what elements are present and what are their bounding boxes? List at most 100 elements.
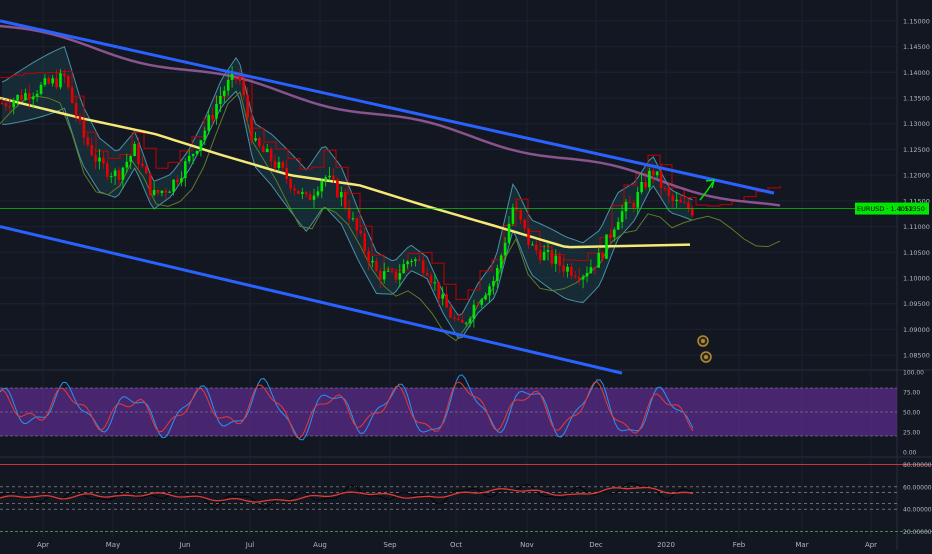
oscillator-tick-label: 40.000000 bbox=[903, 507, 932, 514]
candle-down bbox=[117, 170, 121, 180]
stochastic-tick-label: 50.00 bbox=[903, 410, 920, 417]
candle-up bbox=[301, 192, 304, 194]
candle-up bbox=[109, 176, 113, 178]
candle-up bbox=[410, 261, 413, 263]
candle-down bbox=[164, 190, 168, 193]
price-tick-label: 1.14500 bbox=[903, 43, 930, 51]
bollinger-lower-line bbox=[1, 90, 693, 339]
candle-up bbox=[507, 223, 511, 243]
candle-down bbox=[148, 173, 152, 195]
candle-up bbox=[320, 180, 324, 192]
event-icon[interactable] bbox=[700, 351, 712, 363]
candle-up bbox=[585, 273, 589, 277]
candle-up bbox=[616, 221, 620, 230]
candle-up bbox=[613, 229, 616, 238]
event-icon[interactable] bbox=[697, 335, 709, 347]
time-tick-label: Aug bbox=[313, 541, 327, 549]
candle-down bbox=[659, 171, 663, 189]
candle-up bbox=[402, 264, 405, 274]
candle-down bbox=[687, 202, 690, 209]
oscillator-pane[interactable] bbox=[0, 464, 932, 532]
candle-down bbox=[145, 165, 148, 174]
candle-down bbox=[453, 317, 456, 319]
candle-up bbox=[484, 295, 487, 300]
time-tick-label: Apr bbox=[865, 541, 877, 549]
candle-up bbox=[203, 130, 207, 141]
candle-down bbox=[28, 93, 31, 100]
candle-up bbox=[488, 286, 491, 296]
candle-down bbox=[304, 192, 308, 195]
candle-up bbox=[160, 190, 164, 193]
candle-up bbox=[223, 90, 226, 96]
candle-up bbox=[265, 148, 269, 153]
candle-down bbox=[671, 195, 675, 202]
candle-up bbox=[133, 143, 136, 157]
candle-down bbox=[102, 157, 105, 164]
current-price-tag: EURUSD · 1.4052 1.11350 bbox=[855, 202, 929, 215]
oscillator-tick-label: 60.000000 bbox=[903, 484, 932, 491]
ichimoku-green-line bbox=[0, 91, 781, 342]
candle-up bbox=[624, 201, 628, 212]
candle-up bbox=[648, 170, 651, 188]
candle-down bbox=[535, 244, 538, 251]
candle-up bbox=[324, 177, 327, 181]
candle-down bbox=[273, 161, 277, 168]
candle-down bbox=[593, 267, 597, 269]
candle-up bbox=[184, 161, 187, 179]
candle-down bbox=[609, 234, 612, 238]
channel-upper-line bbox=[0, 19, 775, 195]
stochastic-d-line bbox=[0, 381, 694, 439]
candle-up bbox=[620, 211, 624, 222]
candle-up bbox=[589, 267, 593, 274]
candle-down bbox=[683, 202, 686, 204]
candle-up bbox=[433, 282, 437, 284]
candle-down bbox=[297, 190, 300, 194]
candle-down bbox=[332, 175, 335, 180]
time-tick-label: Mar bbox=[795, 541, 808, 549]
candle-up bbox=[16, 94, 19, 101]
channel-lower-line bbox=[0, 225, 623, 375]
candle-up bbox=[605, 234, 608, 259]
candle-down bbox=[644, 181, 647, 188]
price-tick-label: 1.13500 bbox=[903, 95, 930, 103]
candle-down bbox=[293, 188, 296, 191]
candle-down bbox=[250, 117, 253, 141]
candle-up bbox=[371, 260, 374, 263]
price-tick-label: 1.10500 bbox=[903, 249, 930, 257]
candle-up bbox=[113, 170, 117, 177]
price-pane[interactable] bbox=[0, 19, 897, 375]
candle-up bbox=[480, 299, 483, 305]
candle-up bbox=[187, 155, 191, 162]
candle-up bbox=[12, 100, 15, 108]
candle-up bbox=[503, 242, 507, 256]
candle-down bbox=[94, 155, 97, 162]
candle-up bbox=[499, 255, 503, 269]
yellow-sma-line bbox=[0, 96, 691, 249]
time-tick-label: Jun bbox=[179, 541, 191, 549]
time-tick-label: May bbox=[106, 541, 120, 549]
candle-up bbox=[152, 189, 156, 195]
oscillator-line bbox=[0, 486, 694, 503]
candle-down bbox=[679, 199, 682, 203]
candle-down bbox=[242, 80, 246, 96]
candle-up bbox=[219, 95, 222, 104]
candle-up bbox=[129, 156, 132, 162]
bollinger-band-fill bbox=[2, 46, 693, 339]
price-axis[interactable]: 1.15000 1.14500 1.14000 1.13500 1.13000 1.125… bbox=[903, 17, 932, 536]
candle-down bbox=[628, 201, 632, 203]
time-axis[interactable]: Apr May Jun Jul Aug Sep Oct Nov Dec 2020 Feb Mar Apr bbox=[37, 541, 877, 549]
stochastic-k-line bbox=[0, 374, 694, 441]
stochastic-pane[interactable] bbox=[0, 374, 897, 441]
candle-down bbox=[156, 189, 160, 193]
candle-up bbox=[316, 191, 320, 196]
candle-down bbox=[355, 218, 359, 231]
candle-up bbox=[207, 114, 210, 131]
candle-down bbox=[667, 188, 671, 196]
stochastic-tick-label: 25.00 bbox=[903, 430, 920, 437]
candle-down bbox=[55, 78, 58, 88]
candle-down bbox=[367, 251, 370, 263]
price-tick-label: 1.12000 bbox=[903, 172, 930, 180]
candle-up bbox=[51, 78, 54, 84]
candle-up bbox=[414, 259, 417, 262]
